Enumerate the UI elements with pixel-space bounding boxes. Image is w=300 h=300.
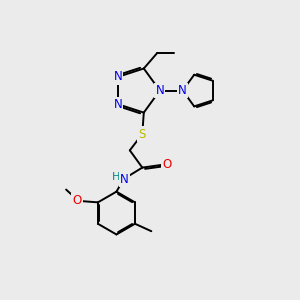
Text: O: O <box>163 158 172 171</box>
Text: N: N <box>178 84 187 97</box>
Text: N: N <box>113 98 122 111</box>
Text: N: N <box>120 173 129 186</box>
Text: O: O <box>73 194 82 207</box>
Text: N: N <box>113 70 122 83</box>
Text: N: N <box>155 84 164 97</box>
Text: H: H <box>112 172 121 182</box>
Text: S: S <box>139 128 146 140</box>
